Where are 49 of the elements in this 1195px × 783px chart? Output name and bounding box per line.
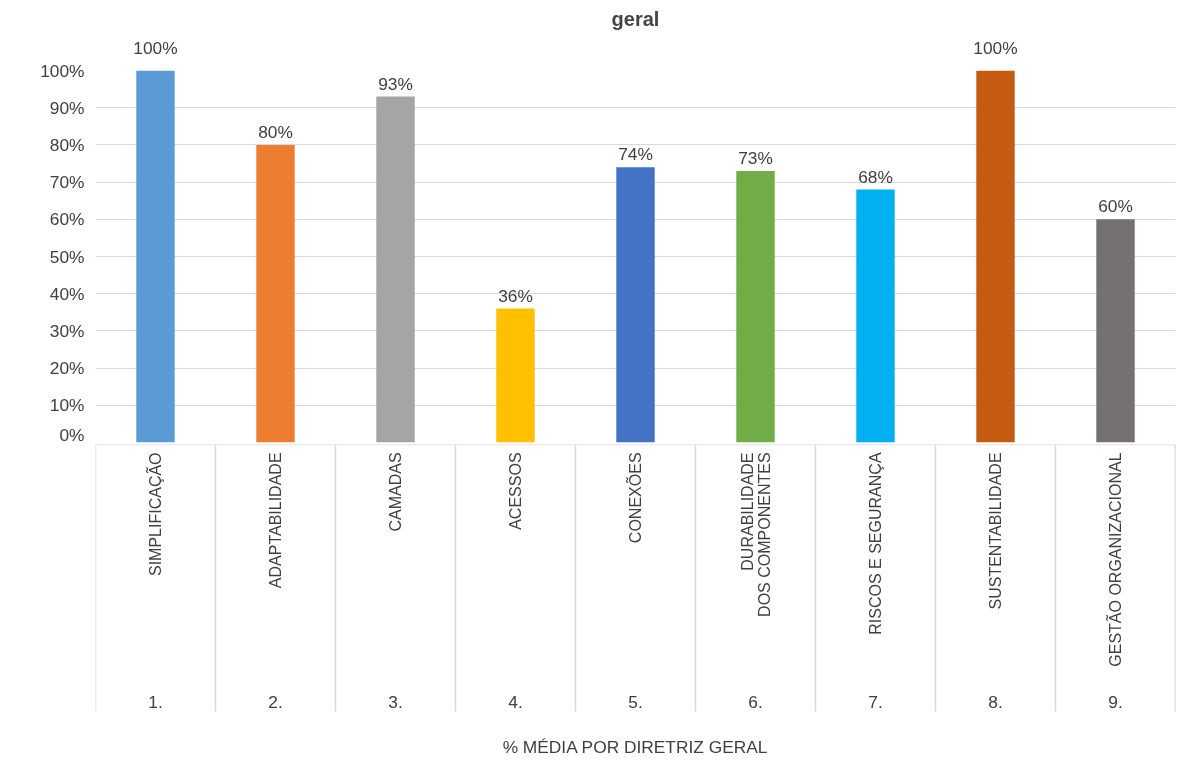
data-label: 60% bbox=[1098, 196, 1133, 217]
text: 8. bbox=[988, 692, 1003, 713]
x-tick-label: SIMPLIFICAÇÃO bbox=[145, 452, 164, 577]
text: 7. bbox=[868, 692, 883, 713]
data-label: 93% bbox=[378, 73, 413, 94]
x-axis-title: % MÉDIA POR DIRETRIZ GERAL bbox=[502, 736, 768, 757]
y-tick-label: 50% bbox=[49, 246, 85, 267]
bar bbox=[376, 96, 415, 443]
data-label: 73% bbox=[738, 147, 773, 168]
y-tick-label: 40% bbox=[49, 283, 85, 304]
text: 9. bbox=[1108, 692, 1123, 713]
bar bbox=[256, 144, 295, 443]
data-label: 74% bbox=[618, 144, 653, 165]
chart-title: geral bbox=[611, 7, 660, 30]
text: 6. bbox=[748, 692, 763, 713]
text: 1. bbox=[148, 692, 163, 713]
text: 4. bbox=[508, 692, 523, 713]
y-tick-label: 10% bbox=[49, 395, 85, 416]
x-tick-label: GESTÃO ORGANIZACIONAL bbox=[1105, 452, 1124, 667]
x-tick-label: CONEXÕES bbox=[625, 452, 644, 544]
x-tick-label: ADAPTABILIDADE bbox=[267, 452, 284, 589]
text: 3. bbox=[388, 692, 403, 713]
bar bbox=[856, 189, 895, 443]
x-tick-label: ACESSOS bbox=[507, 452, 524, 530]
y-tick-label: 30% bbox=[49, 320, 85, 341]
text: 2. bbox=[268, 692, 283, 713]
bar bbox=[496, 308, 535, 443]
y-tick-label: 90% bbox=[49, 97, 85, 118]
y-tick-label: 60% bbox=[49, 209, 85, 230]
y-tick-label: 20% bbox=[49, 358, 85, 379]
data-label: 80% bbox=[258, 121, 293, 142]
x-tick-label: RISCOS E SEGURANÇA bbox=[867, 452, 884, 635]
bar bbox=[616, 167, 655, 443]
bar bbox=[976, 70, 1015, 443]
y-tick-label: 80% bbox=[49, 134, 85, 155]
x-tick-label: CAMADAS bbox=[387, 452, 404, 532]
bar bbox=[736, 170, 775, 443]
data-label: 36% bbox=[498, 285, 533, 306]
data-label: 68% bbox=[858, 166, 893, 187]
y-tick-label: 70% bbox=[49, 172, 85, 193]
bar bbox=[1096, 219, 1135, 443]
text: 5. bbox=[628, 692, 643, 713]
y-tick-label: 0% bbox=[59, 424, 85, 445]
x-tick-label: SUSTENTABILIDADE bbox=[987, 452, 1004, 610]
x-tick-label: DURABILIDADE DOS COMPONENTES bbox=[738, 452, 773, 617]
data-label: 100% bbox=[973, 37, 1018, 58]
data-label: 100% bbox=[133, 37, 178, 58]
y-tick-label: 100% bbox=[40, 60, 85, 81]
bar bbox=[136, 70, 175, 443]
